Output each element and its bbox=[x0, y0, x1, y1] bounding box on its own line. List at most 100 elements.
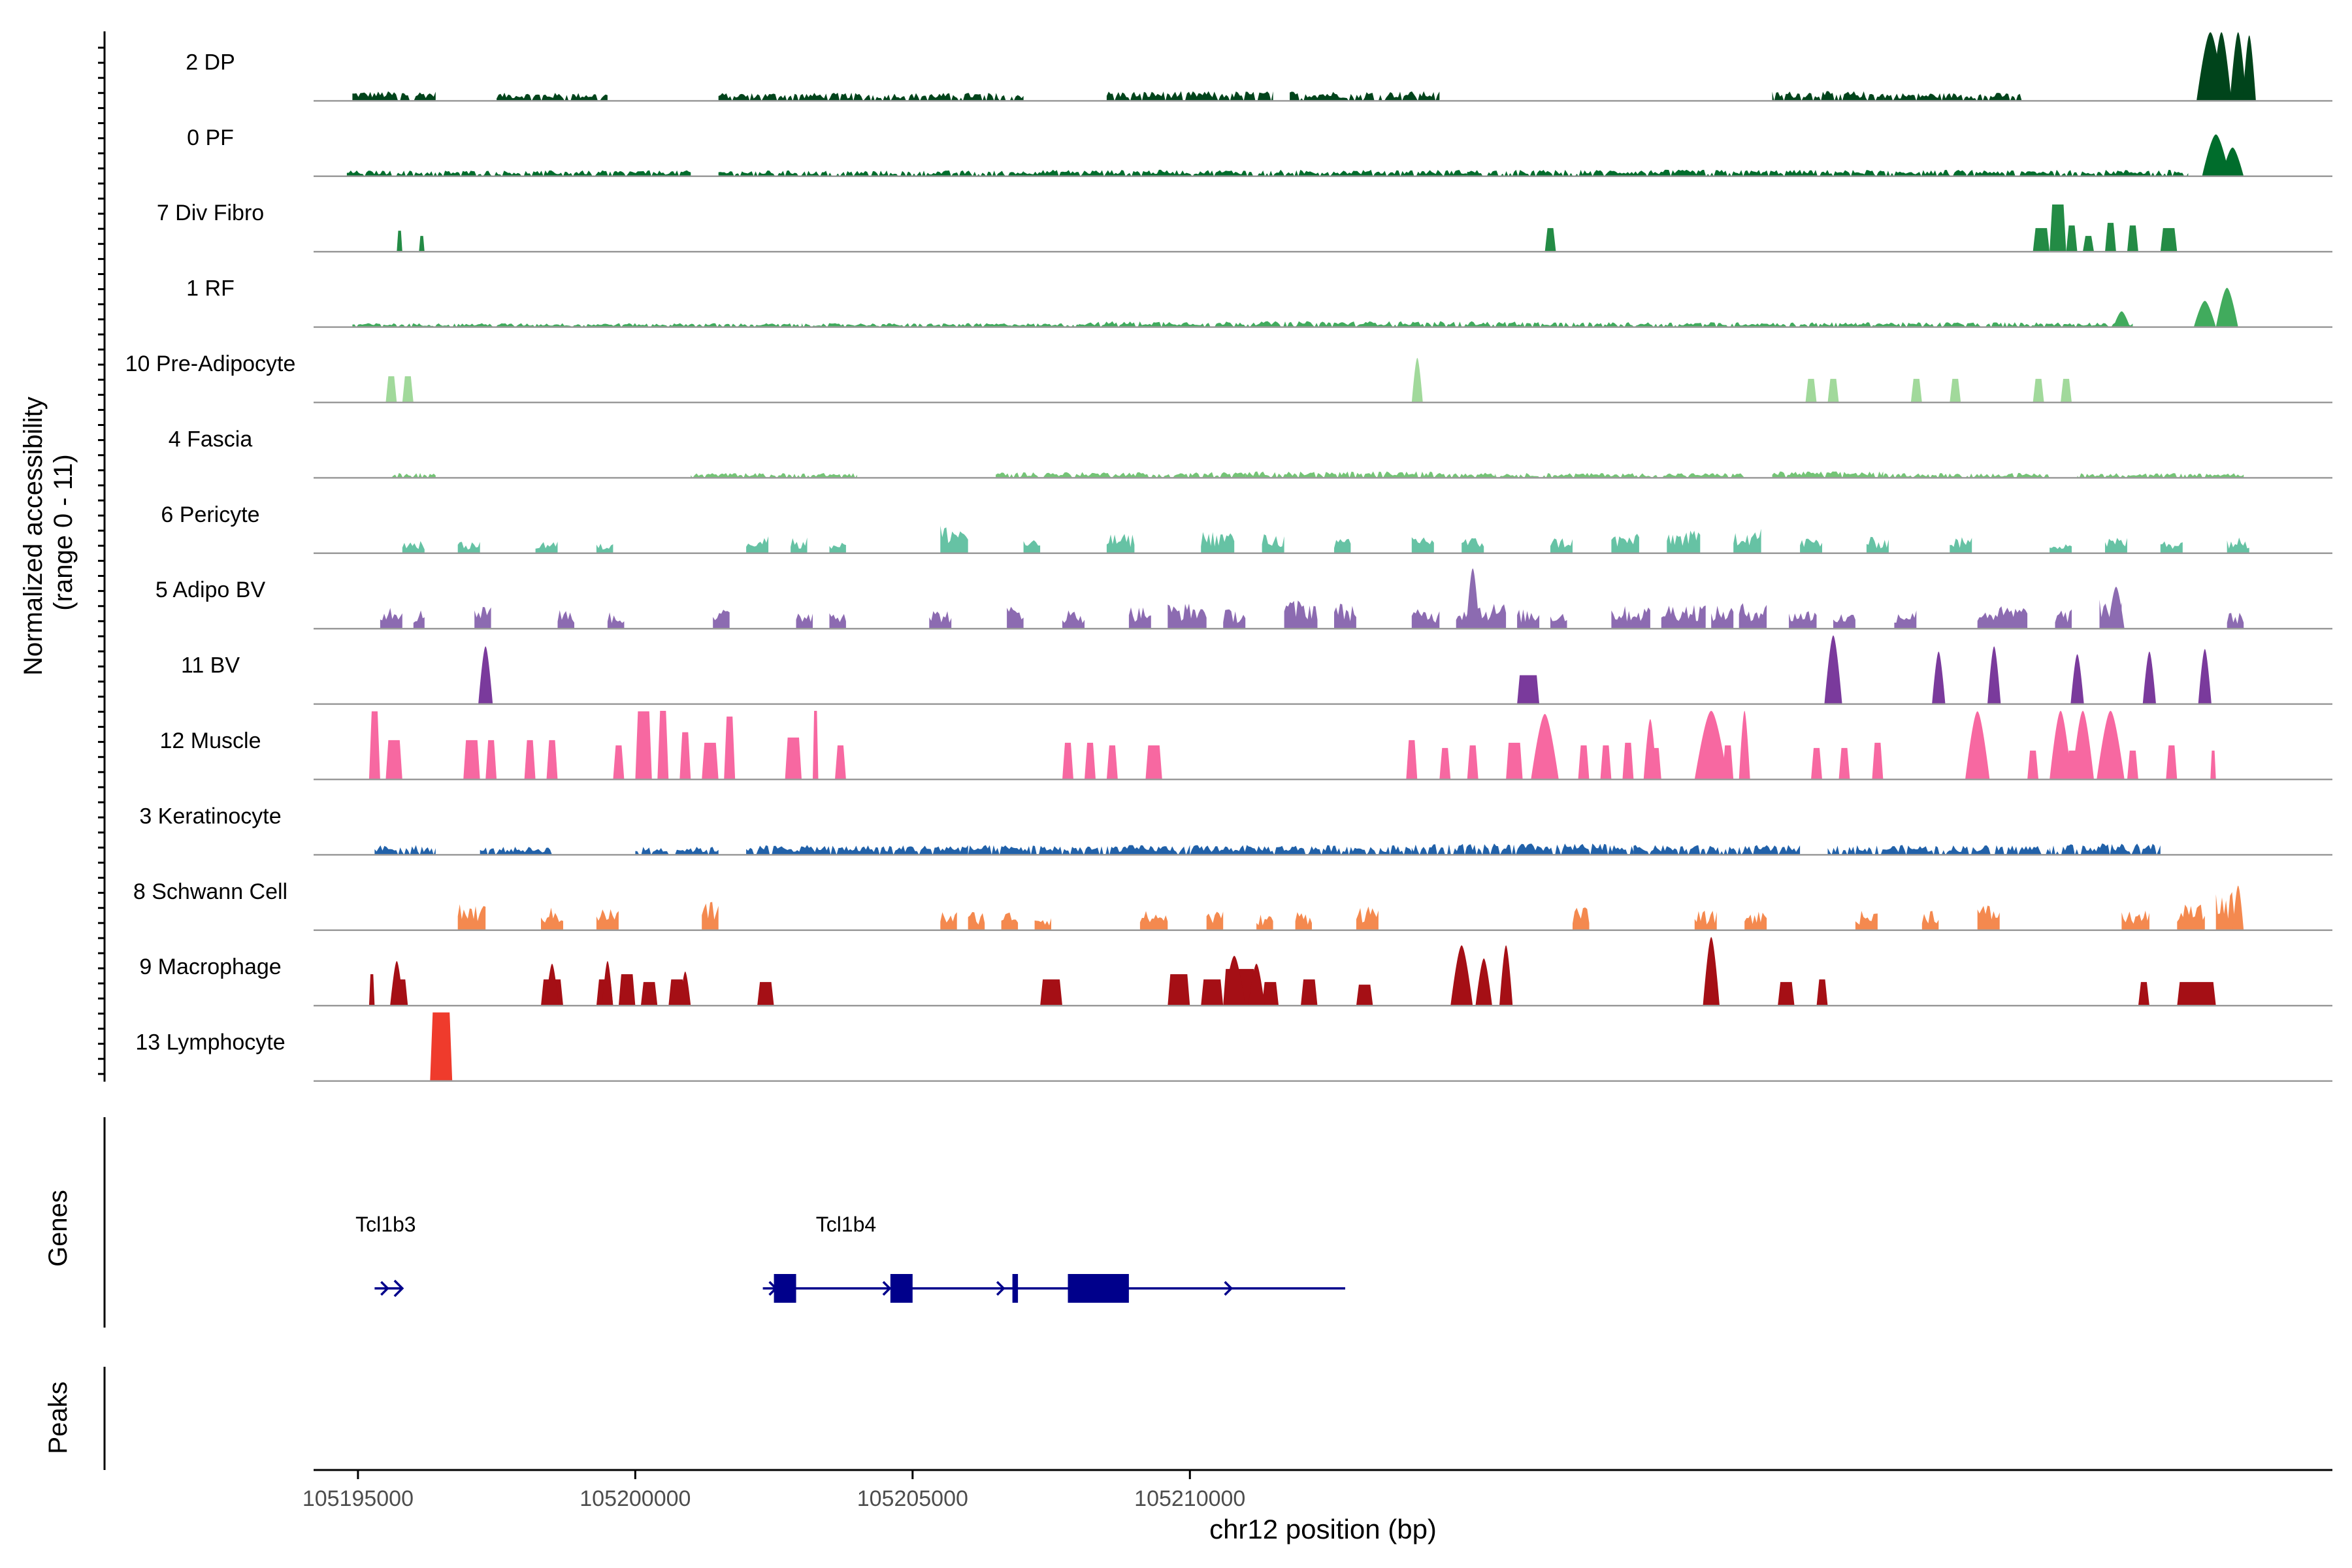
signal-block bbox=[1950, 378, 1961, 402]
signal-block bbox=[1467, 745, 1478, 779]
gene-exon bbox=[1068, 1274, 1129, 1303]
x-tick-label: 105195000 bbox=[302, 1486, 414, 1511]
signal-area bbox=[1262, 534, 1284, 553]
signal-block bbox=[2166, 745, 2178, 779]
track-11: 3 Keratinocyte bbox=[139, 804, 2332, 856]
signal-peak bbox=[2230, 32, 2247, 101]
signal-area bbox=[1883, 93, 2022, 101]
signal-area bbox=[1921, 911, 1939, 930]
signal-area bbox=[1772, 91, 1884, 101]
signal-block bbox=[463, 740, 480, 779]
signal-area bbox=[1495, 472, 1745, 478]
signal-peak bbox=[2070, 654, 2084, 704]
signal-peak bbox=[679, 972, 691, 1006]
signal-area bbox=[1894, 610, 1917, 629]
x-tick-label: 105205000 bbox=[857, 1486, 968, 1511]
gene-exon bbox=[1012, 1274, 1019, 1303]
signal-block bbox=[1406, 740, 1418, 779]
signal-block bbox=[1778, 982, 1795, 1006]
signal-block bbox=[524, 740, 536, 779]
signal-area bbox=[2050, 843, 2161, 855]
signal-area bbox=[1977, 906, 2000, 930]
signal-area bbox=[791, 537, 808, 553]
signal-block bbox=[2050, 204, 2066, 252]
signal-peak bbox=[1987, 646, 2001, 704]
signal-area bbox=[1633, 845, 1801, 855]
signal-area bbox=[1789, 611, 1817, 629]
signal-area bbox=[1001, 912, 1019, 930]
signal-peak bbox=[2197, 32, 2225, 101]
signal-area bbox=[1467, 169, 1967, 176]
signal-block bbox=[2127, 225, 2138, 252]
signal-area bbox=[541, 907, 563, 930]
signal-peak bbox=[602, 961, 613, 1006]
signal-area bbox=[1334, 604, 1356, 629]
signal-block bbox=[1062, 742, 1073, 779]
signal-block bbox=[613, 745, 625, 779]
signal-area bbox=[1800, 538, 1822, 553]
track-label: 3 Keratinocyte bbox=[139, 804, 281, 828]
signal-block bbox=[1262, 982, 1279, 1006]
signal-area bbox=[968, 912, 985, 930]
signal-area bbox=[1223, 609, 1246, 629]
y-axis-label-line1: Normalized accessibility bbox=[19, 397, 48, 676]
signal-block bbox=[1517, 675, 1540, 704]
signal-area bbox=[557, 610, 574, 629]
signal-area bbox=[346, 170, 691, 176]
signal-peak bbox=[545, 964, 559, 1006]
signal-area bbox=[746, 536, 769, 553]
signal-area bbox=[1007, 606, 1024, 629]
signal-area bbox=[1694, 910, 1717, 930]
signal-block bbox=[657, 711, 669, 779]
signal-peak bbox=[1694, 711, 1728, 779]
signal-peak bbox=[2221, 147, 2244, 176]
signal-area bbox=[391, 473, 436, 478]
signal-peak bbox=[2097, 711, 2125, 779]
signal-block bbox=[1168, 974, 1190, 1006]
signal-peak bbox=[2108, 587, 2125, 629]
signal-peak bbox=[2242, 35, 2256, 101]
signal-peak bbox=[2193, 301, 2216, 327]
signal-block bbox=[1816, 979, 1828, 1006]
signal-area bbox=[2177, 904, 2205, 930]
signal-area bbox=[718, 170, 1024, 176]
signal-area bbox=[497, 92, 608, 101]
signal-block bbox=[1578, 745, 1590, 779]
tracks-layer: 2 DP 0 PF 7 Div Fibro 1 RF 10 Pre-Adipocyte 4… bbox=[125, 32, 2332, 1082]
signal-area bbox=[607, 612, 625, 629]
signal-peak bbox=[1223, 956, 1246, 1006]
signal-peak bbox=[478, 646, 493, 704]
signal-area bbox=[1950, 537, 1972, 553]
signal-area bbox=[535, 542, 558, 553]
signal-area bbox=[1411, 843, 1634, 855]
signal-area bbox=[746, 845, 968, 855]
signal-area bbox=[635, 847, 719, 855]
signal-area bbox=[2050, 544, 2072, 553]
signal-peak bbox=[1499, 945, 1513, 1006]
signal-peak bbox=[1739, 711, 1750, 779]
signal-area bbox=[1739, 603, 1767, 629]
signal-peak bbox=[1643, 719, 1657, 779]
gene-exon bbox=[890, 1274, 913, 1303]
signal-area bbox=[1866, 536, 1889, 553]
signal-peak bbox=[2198, 649, 2212, 704]
strand-arrow bbox=[1224, 1281, 1233, 1296]
signal-area bbox=[352, 323, 802, 327]
signal-block bbox=[1085, 742, 1096, 779]
signal-block bbox=[2177, 982, 2216, 1006]
signal-area bbox=[1711, 606, 1734, 629]
track-label: 4 Fascia bbox=[169, 427, 253, 451]
signal-area bbox=[1290, 91, 1440, 101]
signal-area bbox=[968, 845, 1190, 855]
gene-label: Tcl1b3 bbox=[355, 1213, 416, 1236]
signal-area bbox=[1168, 603, 1207, 629]
signal-block bbox=[635, 711, 652, 779]
signal-area bbox=[1295, 912, 1312, 930]
signal-area bbox=[1411, 609, 1440, 629]
signal-block bbox=[368, 974, 375, 1006]
signal-area bbox=[1190, 845, 1412, 855]
signal-area bbox=[1139, 911, 1168, 930]
signal-area bbox=[596, 544, 613, 553]
signal-peak bbox=[1466, 568, 1480, 629]
signal-block bbox=[1872, 742, 1884, 779]
